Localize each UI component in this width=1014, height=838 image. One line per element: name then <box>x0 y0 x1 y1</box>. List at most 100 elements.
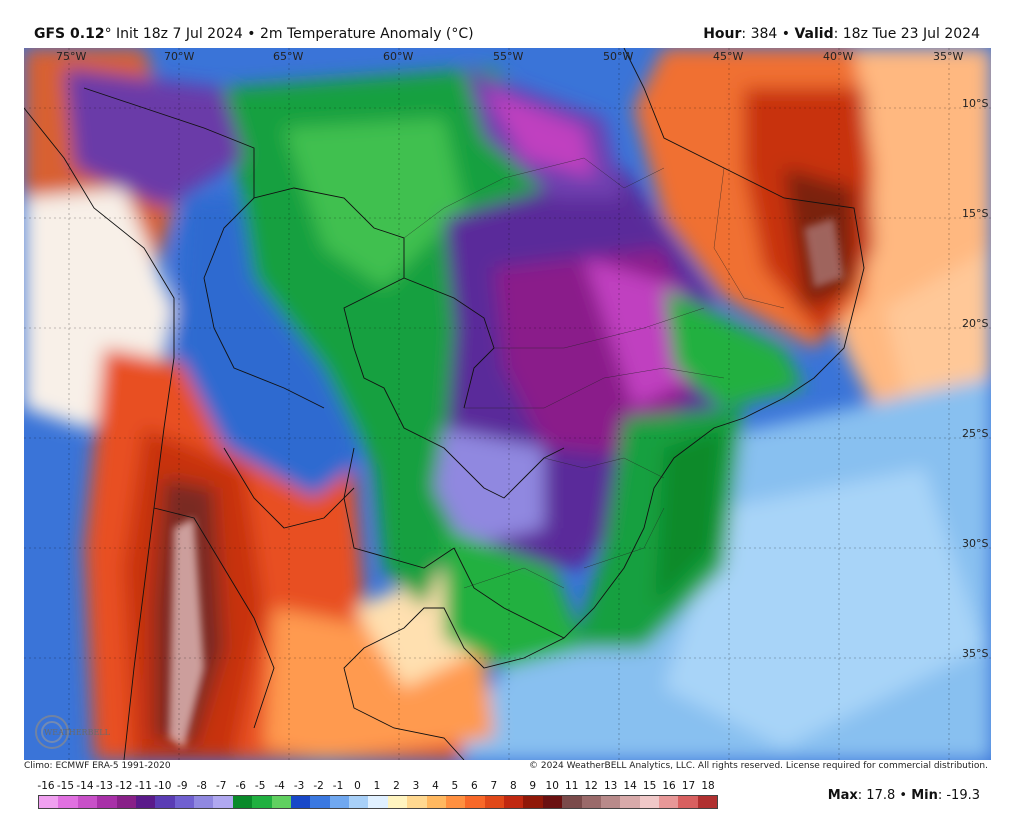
colorbar-label: -14 <box>76 780 94 792</box>
colorbar <box>38 795 718 809</box>
colorbar-label: 11 <box>565 780 579 792</box>
lat-label-20s: 20°S <box>962 317 989 330</box>
colorbar-swatch <box>678 796 698 808</box>
colorbar-swatch <box>310 796 330 808</box>
colorbar-swatch <box>387 796 408 808</box>
colorbar-label: -10 <box>154 780 172 792</box>
lon-label-75w: 75°W <box>56 50 87 63</box>
colorbar-swatch <box>368 796 388 808</box>
colorbar-label: -6 <box>235 780 246 792</box>
colorbar-swatch <box>600 796 621 808</box>
valid-value: : 18z Tue 23 Jul 2024 <box>833 26 980 42</box>
colorbar-label: -7 <box>215 780 227 792</box>
colorbar-label: 17 <box>681 780 696 792</box>
colorbar-label: 14 <box>623 780 637 792</box>
colorbar-label: 5 <box>451 780 459 792</box>
colorbar-label: -16 <box>37 780 55 792</box>
colorbar-swatch <box>562 796 582 808</box>
colorbar-swatch <box>349 796 369 808</box>
colorbar-swatch <box>194 796 214 808</box>
hour-label: Hour <box>703 26 742 42</box>
max-label: Max <box>827 788 858 803</box>
colorbar-swatch <box>232 796 253 808</box>
min-label: Min <box>911 788 938 803</box>
colorbar-swatch <box>426 796 446 808</box>
colorbar-swatch <box>290 796 311 808</box>
lon-label-55w: 55°W <box>493 50 524 63</box>
min-value: : -19.3 <box>937 788 980 803</box>
colorbar-swatch <box>484 796 504 808</box>
lon-label-60w: 60°W <box>383 50 414 63</box>
colorbar-label: 10 <box>545 780 559 792</box>
colorbar-label: 7 <box>490 780 498 792</box>
colorbar-swatch <box>542 796 563 808</box>
colorbar-label: 0 <box>354 780 361 792</box>
colorbar-label: -13 <box>95 780 113 792</box>
lat-label-25s: 25°S <box>962 427 989 440</box>
colorbar-swatch <box>174 796 194 808</box>
colorbar-label: 15 <box>642 780 657 792</box>
map-field <box>24 48 991 760</box>
colorbar-label: 1 <box>373 780 381 792</box>
degree-symbol: ° <box>104 26 112 42</box>
lon-label-40w: 40°W <box>823 50 854 63</box>
colorbar-labels: -16 -15 -14 -13 -12 -11 -10 -9 -8 -7 -6 -5 -4 -3 -2 -1 0… <box>37 780 718 794</box>
colorbar-swatch <box>252 796 272 808</box>
max-min-stats: Max: 17.8 • Min: -19.3 <box>828 788 980 803</box>
weatherbell-logo: WEATHERBELL <box>30 712 111 752</box>
colorbar-swatch <box>465 796 485 808</box>
colorbar-label: 12 <box>584 780 598 792</box>
colorbar-swatch <box>329 796 349 808</box>
logo-text: WEATHERBELL <box>44 728 110 737</box>
colorbar-swatch <box>639 796 659 808</box>
map-title: GFS 0.12° Init 18z 7 Jul 2024 • 2m Tempe… <box>34 26 474 42</box>
colorbar-label: -4 <box>274 780 285 792</box>
colorbar-label: 3 <box>412 780 420 792</box>
init-text: Init 18z 7 Jul 2024 • 2m Temperature Ano… <box>111 26 474 42</box>
colorbar-label: 2 <box>393 780 400 792</box>
colorbar-swatch <box>445 796 466 808</box>
lon-label-50w: 50°W <box>603 50 634 63</box>
colorbar-swatch <box>39 796 59 808</box>
colorbar-swatch <box>523 796 543 808</box>
colorbar-swatch <box>581 796 601 808</box>
colorbar-swatch <box>271 796 291 808</box>
colorbar-label: -9 <box>177 780 188 792</box>
colorbar-label: 9 <box>529 780 537 792</box>
colorbar-label: 16 <box>662 780 676 792</box>
colorbar-swatch <box>77 796 98 808</box>
colorbar-label: -11 <box>134 780 152 792</box>
colorbar-swatch <box>407 796 427 808</box>
state-borders <box>403 157 785 589</box>
colorbar-label: -5 <box>254 780 266 792</box>
lat-label-35s: 35°S <box>962 647 989 660</box>
colorbar-swatch <box>155 796 175 808</box>
colorbar-label: 18 <box>701 780 715 792</box>
colorbar-swatch <box>213 796 233 808</box>
climo-note: Climo: ECMWF ERA-5 1991-2020 <box>24 761 171 771</box>
colorbar-label: 6 <box>471 780 478 792</box>
colorbar-label: -15 <box>56 780 75 792</box>
lon-label-45w: 45°W <box>713 50 744 63</box>
copyright-note: © 2024 WeatherBELL Analytics, LLC. All r… <box>529 761 988 771</box>
colorbar-swatch <box>659 796 679 808</box>
valid-time: Hour: 384 • Valid: 18z Tue 23 Jul 2024 <box>703 26 980 42</box>
colorbar-label: -2 <box>313 780 324 792</box>
colorbar-label: -3 <box>293 780 305 792</box>
colorbar-label: -12 <box>115 780 133 792</box>
colorbar-swatch <box>116 796 136 808</box>
colorbar-swatch <box>58 796 78 808</box>
colorbar-swatch <box>135 796 156 808</box>
colorbar-swatch <box>697 796 718 808</box>
lat-label-10s: 10°S <box>962 97 989 110</box>
graticule <box>24 48 991 760</box>
colorbar-swatch <box>504 796 524 808</box>
valid-label: Valid <box>794 26 834 42</box>
colorbar-label: -8 <box>196 780 207 792</box>
lon-label-35w: 35°W <box>933 50 964 63</box>
colorbar-swatch <box>97 796 117 808</box>
hour-value: : 384 • <box>741 26 795 42</box>
anomaly-map[interactable] <box>24 48 991 760</box>
lat-label-30s: 30°S <box>962 537 989 550</box>
colorbar-swatch <box>620 796 640 808</box>
